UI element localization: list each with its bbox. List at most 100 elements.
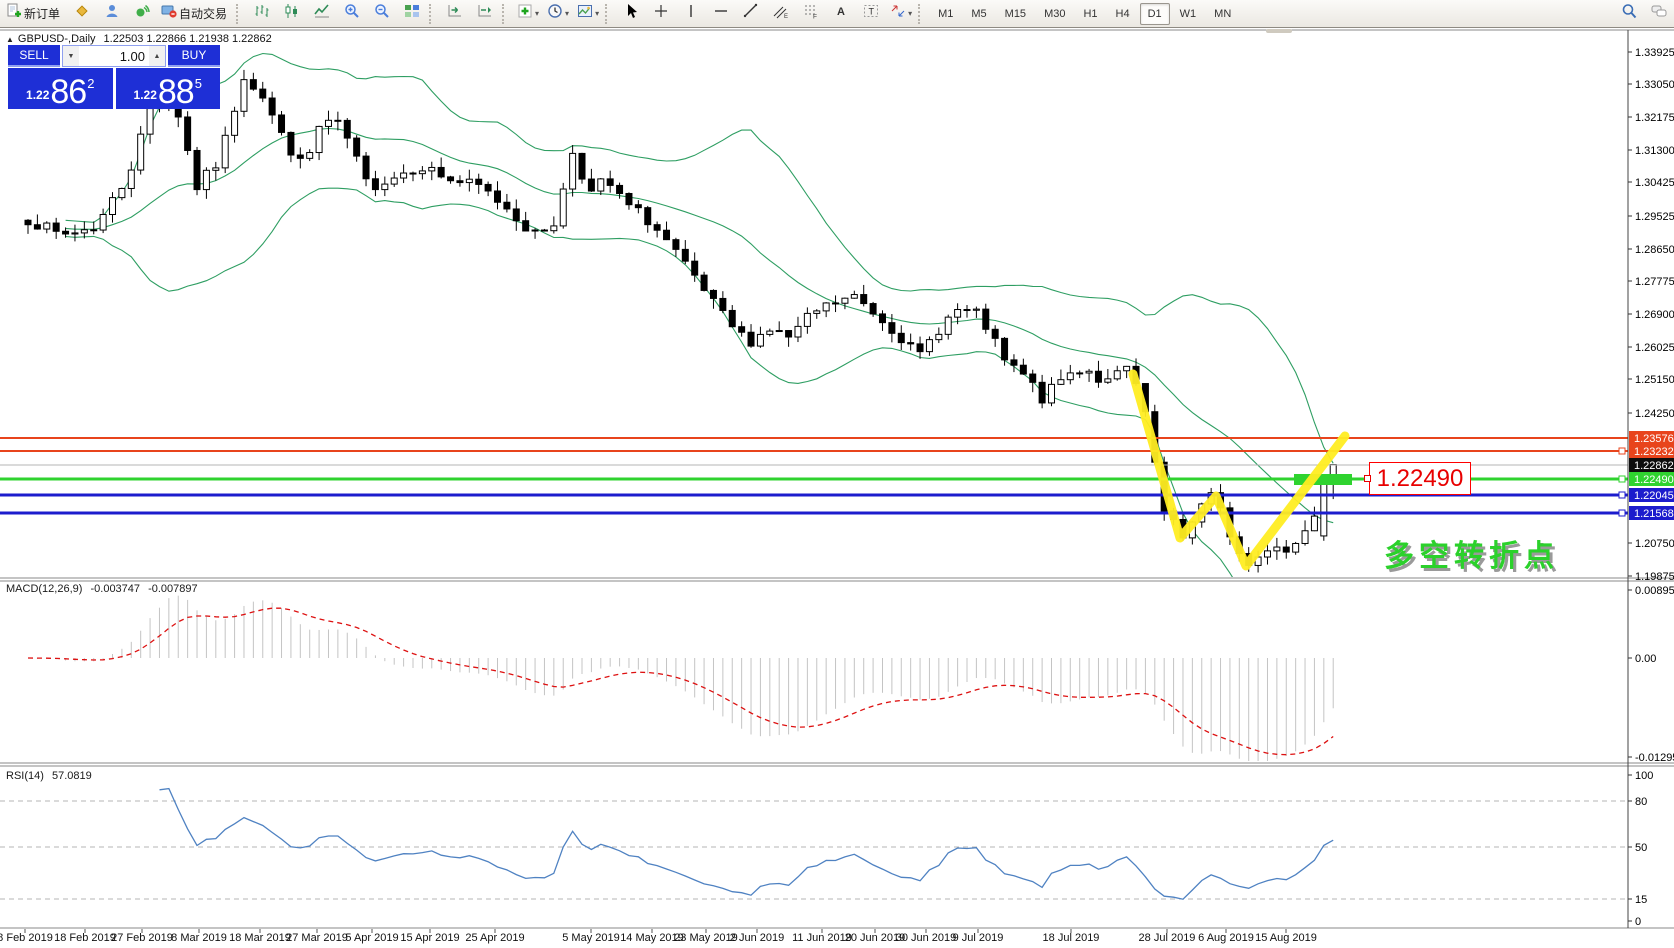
- chart-shift-button[interactable]: [441, 1, 469, 27]
- svg-text:1.25150: 1.25150: [1635, 374, 1674, 386]
- zoom-out-icon: [374, 3, 390, 24]
- bar-chart-button[interactable]: [248, 1, 276, 27]
- svg-text:1.19875: 1.19875: [1635, 571, 1674, 583]
- clock-icon: [547, 3, 563, 24]
- line-handle[interactable]: [1618, 447, 1626, 455]
- chart-scrollbar-thumb[interactable]: [1266, 29, 1292, 33]
- yellow-zigzag-annotation[interactable]: [1128, 369, 1350, 571]
- chart-ohlc-values: 1.22503 1.22866 1.21938 1.22862: [103, 33, 272, 45]
- toolbar: 新订单 自动交易 ▾ ▾ ▾ E F A T ▾ M1 M5 M15 M30 H1 H4 D1 W1 MN: [0, 0, 1674, 28]
- svg-text:23 May 2019: 23 May 2019: [674, 932, 738, 944]
- cursor-button[interactable]: [617, 1, 645, 27]
- macd-value: -0.003747: [90, 583, 141, 595]
- svg-text:8 Mar 2019: 8 Mar 2019: [171, 932, 227, 944]
- macd-name: MACD(12,26,9): [6, 583, 83, 595]
- timeframe-d1-button[interactable]: D1: [1139, 2, 1170, 25]
- collapse-panel-icon[interactable]: ▲: [6, 35, 14, 44]
- metaeditor-button[interactable]: [98, 1, 126, 27]
- chart-symbol-period: GBPUSD-,Daily: [17, 33, 96, 45]
- svg-text:1.32175: 1.32175: [1635, 112, 1674, 124]
- svg-text:0.00: 0.00: [1635, 653, 1656, 665]
- vline-icon: [683, 3, 699, 24]
- svg-text:8 Feb 2019: 8 Feb 2019: [0, 932, 53, 944]
- line-chart-button[interactable]: [308, 1, 336, 27]
- svg-text:-0.012957: -0.012957: [1635, 752, 1674, 764]
- macd-indicator-label: MACD(12,26,9) -0.003747 -0.007897: [6, 583, 203, 595]
- timeframe-m5-button[interactable]: M5: [971, 7, 987, 20]
- buy-button[interactable]: BUY: [168, 45, 220, 67]
- timeframe-h4-button[interactable]: H4: [1115, 7, 1130, 20]
- sell-button[interactable]: SELL: [8, 45, 60, 67]
- macd-signal-line: [27, 607, 1334, 756]
- horizontal-level-lines[interactable]: [0, 437, 1628, 517]
- svg-text:1.22490: 1.22490: [1634, 474, 1674, 486]
- periods-button[interactable]: ▾: [544, 1, 572, 27]
- text-label-button[interactable]: T: [857, 1, 885, 27]
- chat-button[interactable]: [1645, 1, 1673, 27]
- one-click-trading-panel: SELL ▼ ▲ BUY 1.22 86 2 1.22 88 5: [8, 45, 220, 109]
- timeframe-m1-button[interactable]: M1: [938, 7, 954, 20]
- green-zone-highlight[interactable]: [1294, 474, 1352, 485]
- timeframe-m15-button[interactable]: M15: [1004, 7, 1027, 20]
- fibo-icon: F: [803, 3, 819, 24]
- chevron-down-icon[interactable]: ▾: [595, 9, 600, 18]
- zoom-in-button[interactable]: [338, 1, 366, 27]
- volume-input[interactable]: [79, 46, 149, 66]
- price-axis: 1.33925 1.33050 1.32175 1.31300 1.30425 1.295…: [1628, 47, 1674, 928]
- timeframe-mn-button[interactable]: MN: [1214, 7, 1232, 20]
- line-handle[interactable]: [1618, 509, 1626, 517]
- turning-point-annotation[interactable]: 多空转折点: [1384, 540, 1559, 573]
- trendline-button[interactable]: [737, 1, 765, 27]
- new-order-button-label: 新订单: [24, 7, 61, 21]
- toolbar-group-handle: [236, 3, 243, 24]
- templates-button[interactable]: ▾: [574, 1, 602, 27]
- volume-increase-icon[interactable]: ▲: [149, 46, 165, 66]
- line-handle[interactable]: [1618, 475, 1626, 483]
- zoom-out-button[interactable]: [368, 1, 396, 27]
- text-button[interactable]: A: [827, 1, 855, 27]
- gold-icon: [74, 3, 90, 24]
- svg-text:1.28650: 1.28650: [1635, 244, 1674, 256]
- person-icon: [104, 3, 120, 24]
- alerts-button[interactable]: [128, 1, 156, 27]
- fibonacci-button[interactable]: F: [797, 1, 825, 27]
- sell-price-box[interactable]: 1.22 86 2: [8, 68, 113, 109]
- new-order-button[interactable]: 新订单: [3, 1, 66, 27]
- svg-text:15: 15: [1635, 894, 1647, 906]
- auto-scroll-button[interactable]: [471, 1, 499, 27]
- timeframe-h1-button[interactable]: H1: [1083, 7, 1098, 20]
- svg-text:1.30425: 1.30425: [1635, 177, 1674, 189]
- buy-price-big: 88: [157, 73, 195, 111]
- svg-text:F: F: [813, 14, 817, 20]
- tile-windows-button[interactable]: [398, 1, 426, 27]
- hline-icon: [713, 3, 729, 24]
- rsi-panel: [0, 787, 1628, 900]
- rsi-name: RSI(14): [6, 770, 44, 782]
- volume-decrease-icon[interactable]: ▼: [63, 46, 79, 66]
- text-a-icon: A: [833, 3, 849, 24]
- timeframe-w1-button[interactable]: W1: [1179, 7, 1197, 20]
- crosshair-button[interactable]: [647, 1, 675, 27]
- chevron-down-icon[interactable]: ▾: [535, 9, 540, 18]
- svg-text:1.27775: 1.27775: [1635, 276, 1674, 288]
- indicators-button[interactable]: ▾: [514, 1, 542, 27]
- svg-text:1.33050: 1.33050: [1635, 79, 1674, 91]
- price-level-callout[interactable]: 1.22490: [1364, 462, 1471, 495]
- line-handle[interactable]: [1618, 491, 1626, 499]
- svg-text:25 Apr 2019: 25 Apr 2019: [465, 932, 524, 944]
- horizontal-line-button[interactable]: [707, 1, 735, 27]
- buy-price-box[interactable]: 1.22 88 5: [115, 68, 220, 111]
- charts-button[interactable]: [68, 1, 96, 27]
- candlestick-chart-button[interactable]: [278, 1, 306, 27]
- chevron-down-icon[interactable]: ▾: [908, 9, 913, 18]
- chevron-down-icon[interactable]: ▾: [565, 9, 570, 18]
- channel-button[interactable]: E: [767, 1, 795, 27]
- timeframe-m30-button[interactable]: M30: [1044, 7, 1066, 20]
- arrows-button[interactable]: ▾: [887, 1, 915, 27]
- svg-text:1.20750: 1.20750: [1635, 538, 1674, 550]
- toolbar-group-handle: [502, 3, 509, 24]
- vertical-line-button[interactable]: [677, 1, 705, 27]
- search-button[interactable]: [1615, 1, 1643, 27]
- autotrading-button[interactable]: 自动交易: [158, 1, 233, 27]
